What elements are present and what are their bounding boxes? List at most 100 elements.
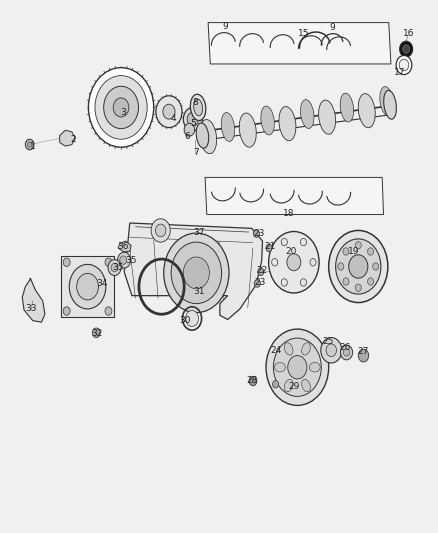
Circle shape [273, 338, 321, 397]
Text: 27: 27 [358, 347, 369, 356]
Circle shape [77, 273, 99, 300]
Circle shape [95, 76, 147, 139]
Circle shape [358, 349, 369, 362]
Polygon shape [22, 278, 45, 322]
Circle shape [105, 258, 112, 266]
Circle shape [321, 337, 342, 363]
Circle shape [69, 264, 106, 309]
Circle shape [111, 263, 118, 272]
Text: 18: 18 [283, 209, 294, 218]
Circle shape [367, 278, 374, 285]
Ellipse shape [340, 93, 353, 122]
Circle shape [163, 104, 175, 119]
Polygon shape [61, 256, 114, 317]
Ellipse shape [380, 87, 393, 116]
Text: 35: 35 [125, 256, 137, 265]
Text: 23: 23 [253, 229, 265, 238]
Text: 16: 16 [403, 29, 414, 38]
Text: 22: 22 [256, 266, 267, 275]
Text: 34: 34 [97, 279, 108, 288]
Circle shape [253, 230, 259, 237]
Circle shape [63, 307, 70, 316]
Circle shape [403, 45, 410, 53]
Ellipse shape [194, 99, 202, 116]
Circle shape [266, 329, 328, 406]
Ellipse shape [309, 362, 320, 372]
Circle shape [399, 41, 413, 57]
Text: 9: 9 [223, 22, 228, 31]
Polygon shape [205, 177, 384, 215]
Polygon shape [118, 241, 131, 252]
Circle shape [164, 233, 229, 313]
Ellipse shape [300, 100, 314, 128]
Circle shape [151, 219, 170, 242]
Circle shape [340, 345, 353, 360]
Text: 31: 31 [193, 287, 204, 296]
Text: 24: 24 [270, 346, 281, 355]
Text: 32: 32 [92, 329, 103, 338]
Text: 33: 33 [25, 304, 37, 313]
Circle shape [288, 356, 307, 379]
Circle shape [187, 112, 198, 126]
Circle shape [355, 241, 361, 249]
Ellipse shape [221, 112, 235, 141]
Circle shape [336, 239, 381, 294]
Circle shape [184, 108, 202, 131]
Circle shape [287, 254, 301, 271]
Circle shape [396, 55, 412, 75]
Circle shape [25, 139, 34, 150]
Ellipse shape [279, 107, 296, 141]
Text: 25: 25 [322, 337, 333, 346]
Text: 4: 4 [170, 114, 176, 123]
Text: 7: 7 [193, 148, 199, 157]
Text: 23: 23 [254, 278, 265, 287]
Circle shape [185, 311, 198, 326]
Ellipse shape [302, 379, 311, 392]
Circle shape [63, 258, 70, 266]
Circle shape [355, 284, 361, 292]
Text: 26: 26 [339, 343, 351, 352]
Text: 5: 5 [190, 119, 196, 128]
Ellipse shape [275, 362, 286, 372]
Circle shape [184, 123, 194, 136]
Circle shape [343, 248, 349, 255]
Circle shape [254, 280, 260, 287]
Text: 17: 17 [394, 68, 405, 77]
Text: 30: 30 [179, 316, 191, 325]
Text: 29: 29 [288, 382, 300, 391]
Ellipse shape [196, 123, 209, 148]
Polygon shape [60, 130, 75, 146]
Text: 28: 28 [246, 376, 258, 385]
Text: 15: 15 [298, 29, 310, 38]
Circle shape [343, 278, 349, 285]
Ellipse shape [358, 94, 375, 128]
Text: 35: 35 [112, 263, 124, 272]
Text: 21: 21 [265, 242, 276, 251]
Text: 1: 1 [30, 142, 35, 151]
Circle shape [120, 256, 127, 264]
Circle shape [156, 96, 182, 127]
Text: 19: 19 [348, 247, 360, 256]
Circle shape [155, 224, 166, 237]
Circle shape [328, 230, 388, 303]
Circle shape [104, 86, 138, 128]
Text: 2: 2 [71, 135, 76, 144]
Circle shape [373, 263, 379, 270]
Ellipse shape [191, 94, 206, 120]
Polygon shape [208, 22, 391, 64]
Text: 9: 9 [329, 23, 335, 33]
Ellipse shape [284, 379, 293, 392]
Circle shape [113, 98, 129, 117]
Ellipse shape [200, 119, 217, 154]
Text: 36: 36 [117, 242, 129, 251]
Circle shape [367, 248, 374, 255]
Ellipse shape [318, 100, 336, 134]
Circle shape [108, 260, 121, 276]
Ellipse shape [302, 343, 311, 355]
Circle shape [349, 255, 368, 278]
Circle shape [326, 344, 336, 357]
Circle shape [249, 376, 257, 386]
Text: 37: 37 [194, 228, 205, 237]
Ellipse shape [261, 106, 274, 135]
Circle shape [266, 244, 272, 252]
